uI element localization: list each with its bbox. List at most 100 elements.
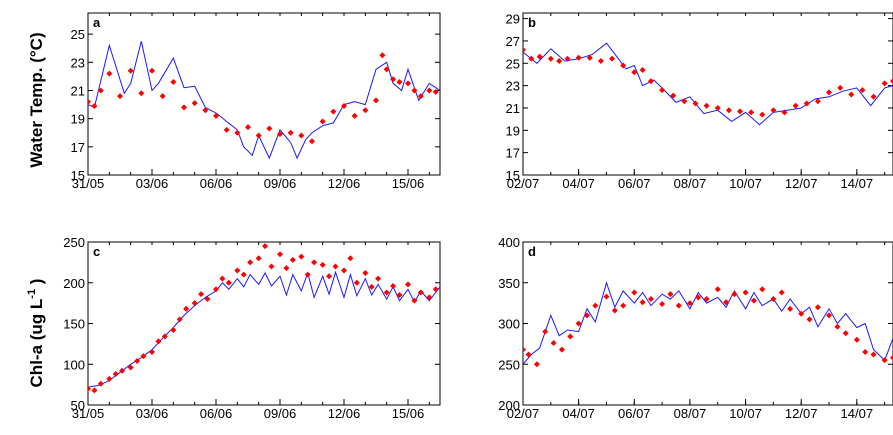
observed-point xyxy=(692,100,699,107)
observed-point xyxy=(523,346,526,353)
observed-point xyxy=(91,102,98,109)
y-tick-label: 250 xyxy=(498,357,520,372)
y-tick-label: 21 xyxy=(71,83,85,98)
observed-point xyxy=(347,255,354,262)
y-tick-label: 25 xyxy=(506,56,520,71)
panel-d: 200 250 300 350 400 02/07 04/07 06/07 08/07 10/07… xyxy=(498,235,893,421)
observed-point xyxy=(287,129,294,136)
observed-point xyxy=(881,80,888,87)
observed-point xyxy=(170,327,177,334)
observed-point xyxy=(639,66,646,73)
observed-point xyxy=(667,291,674,298)
observed-point xyxy=(714,104,721,111)
observed-point xyxy=(523,46,526,53)
observed-point xyxy=(750,297,757,304)
observed-point xyxy=(806,316,813,323)
observed-point xyxy=(117,93,123,100)
observed-point xyxy=(277,131,283,138)
observed-point xyxy=(778,289,785,296)
observed-point xyxy=(330,108,337,115)
observed-point xyxy=(396,79,403,86)
observed-point xyxy=(731,291,738,298)
plot-frame xyxy=(522,12,893,176)
observed-point xyxy=(575,54,582,61)
x-tick-label: 06/06 xyxy=(200,176,233,191)
observed-point xyxy=(289,256,296,263)
observed-point xyxy=(219,275,226,282)
y-tick-label: 17 xyxy=(71,140,85,155)
observed-point xyxy=(759,286,766,293)
x-tick-label: 06/07 xyxy=(618,406,651,421)
observed-point xyxy=(870,351,877,358)
panel-c: 50 100 150 200 250 31/05 03/06 06/06 09/06 12/06 1… xyxy=(63,235,441,421)
observed-point xyxy=(803,100,810,107)
x-tick-label: 06/06 xyxy=(200,406,233,421)
x-tick-label: 08/07 xyxy=(674,406,707,421)
observed-point xyxy=(341,102,347,109)
model-line xyxy=(523,281,893,365)
data-layer xyxy=(523,42,893,126)
x-tick-label: 10/07 xyxy=(729,176,762,191)
x-tick-label: 14/07 xyxy=(841,406,874,421)
observed-point xyxy=(686,300,693,307)
x-tick-label: 15/06 xyxy=(392,406,425,421)
observed-point xyxy=(353,279,360,286)
observed-point xyxy=(245,124,251,131)
observed-point xyxy=(536,53,543,60)
observed-point xyxy=(304,271,311,278)
x-tick-label: 12/06 xyxy=(328,406,361,421)
observed-point xyxy=(631,289,638,296)
observed-point xyxy=(255,255,262,262)
x-tick-label: 04/07 xyxy=(562,176,595,191)
y-tick-label: 23 xyxy=(71,55,85,70)
observed-point xyxy=(198,291,205,298)
observed-point xyxy=(225,279,232,286)
observed-point xyxy=(620,302,627,309)
observed-point xyxy=(266,125,273,132)
observed-point xyxy=(859,87,866,94)
observed-point xyxy=(583,312,590,319)
y-tick-label: 250 xyxy=(63,235,85,250)
observed-point xyxy=(603,293,610,300)
observed-point xyxy=(639,299,646,306)
observed-point xyxy=(725,107,732,114)
observed-point xyxy=(332,263,339,270)
observed-point xyxy=(695,294,702,301)
observed-point xyxy=(140,353,147,360)
y-axis-label-chl-a-exponent: -1 xyxy=(26,289,38,299)
y-tick-label: 200 xyxy=(63,276,85,291)
panel-a: 15 17 19 21 23 25 31/05 03/06 06/06 09/06 12/06 15/… xyxy=(71,12,441,191)
observed-point xyxy=(368,283,375,290)
x-tick-label: 08/07 xyxy=(674,176,707,191)
observed-point xyxy=(379,52,386,59)
observed-point xyxy=(736,108,743,115)
observed-point xyxy=(383,289,390,296)
observed-point xyxy=(837,84,844,91)
observed-point xyxy=(881,357,888,364)
y-tick-label: 21 xyxy=(506,101,520,116)
observed-point xyxy=(798,310,805,317)
observed-point xyxy=(112,371,119,378)
observed-point xyxy=(770,107,777,114)
y-tick-label: 15 xyxy=(506,168,520,183)
x-tick-label: 31/05 xyxy=(72,176,105,191)
observed-point xyxy=(390,283,397,290)
y-tick-label: 50 xyxy=(71,398,85,413)
model-line xyxy=(88,41,440,160)
observed-point xyxy=(853,336,860,343)
y-axis-label-chl-a-main: Chl-a (ug L xyxy=(27,299,46,388)
observed-point xyxy=(311,259,318,266)
y-axis-label-chl-a: Chl-a (ug L-1 ) xyxy=(26,279,46,388)
observed-point xyxy=(426,87,433,94)
observed-point xyxy=(181,104,187,111)
observed-point xyxy=(383,66,390,73)
panel-b: 15 17 19 21 23 25 27 29 02/07 04/07 06/07 08/07 10/0… xyxy=(506,12,893,191)
y-tick-label: 400 xyxy=(498,235,520,250)
observed-point xyxy=(432,286,439,293)
observed-point xyxy=(647,78,654,85)
y-tick-label: 300 xyxy=(498,317,520,332)
observed-point xyxy=(759,111,766,118)
x-tick-label: 09/06 xyxy=(264,176,297,191)
observed-point xyxy=(298,253,305,260)
